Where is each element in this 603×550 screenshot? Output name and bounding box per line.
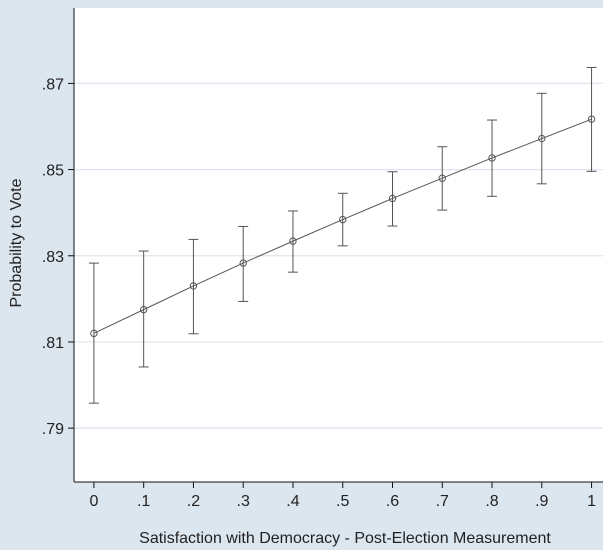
x-axis: 0 .1 .2 .3 .4 .5 .6 .7 .8 .9 1 (74, 481, 603, 510)
y-tick-label: .87 (42, 76, 64, 93)
x-tick-label: .3 (237, 493, 250, 510)
y-axis-label: Probability to Vote (8, 178, 25, 307)
plot-area (74, 8, 603, 482)
data-point (239, 259, 247, 267)
data-points (90, 115, 596, 338)
y-tick-label: .83 (42, 249, 64, 266)
data-point (587, 115, 596, 123)
x-tick-label: .9 (535, 493, 548, 510)
y-tick-label: .79 (42, 421, 64, 438)
y-tick-label: .85 (42, 163, 64, 180)
gridlines (74, 82, 603, 429)
data-point (289, 237, 297, 245)
x-axis-label: Satisfaction with Democracy - Post-Elect… (139, 530, 551, 547)
x-tick-label: .6 (386, 493, 399, 510)
x-tick-label: .2 (187, 493, 200, 510)
x-tick-label: 1 (587, 493, 596, 510)
data-point (339, 215, 347, 224)
data-point (488, 154, 496, 162)
y-tick-label: .81 (42, 335, 64, 352)
x-tick-label: .5 (336, 493, 349, 510)
data-point (139, 305, 148, 314)
series-line (93, 118, 592, 334)
x-tick-label: .8 (485, 493, 498, 510)
x-tick-label: .7 (436, 493, 449, 510)
data-point (538, 134, 546, 143)
data-point (388, 194, 397, 203)
x-tick-label: 0 (89, 493, 98, 510)
x-tick-label: .4 (286, 493, 299, 510)
x-tick-label: .1 (137, 493, 150, 510)
y-axis: .79 .81 .83 .85 .87 (42, 8, 75, 482)
data-point (189, 282, 198, 290)
data-point (438, 174, 446, 182)
data-point (90, 329, 98, 338)
